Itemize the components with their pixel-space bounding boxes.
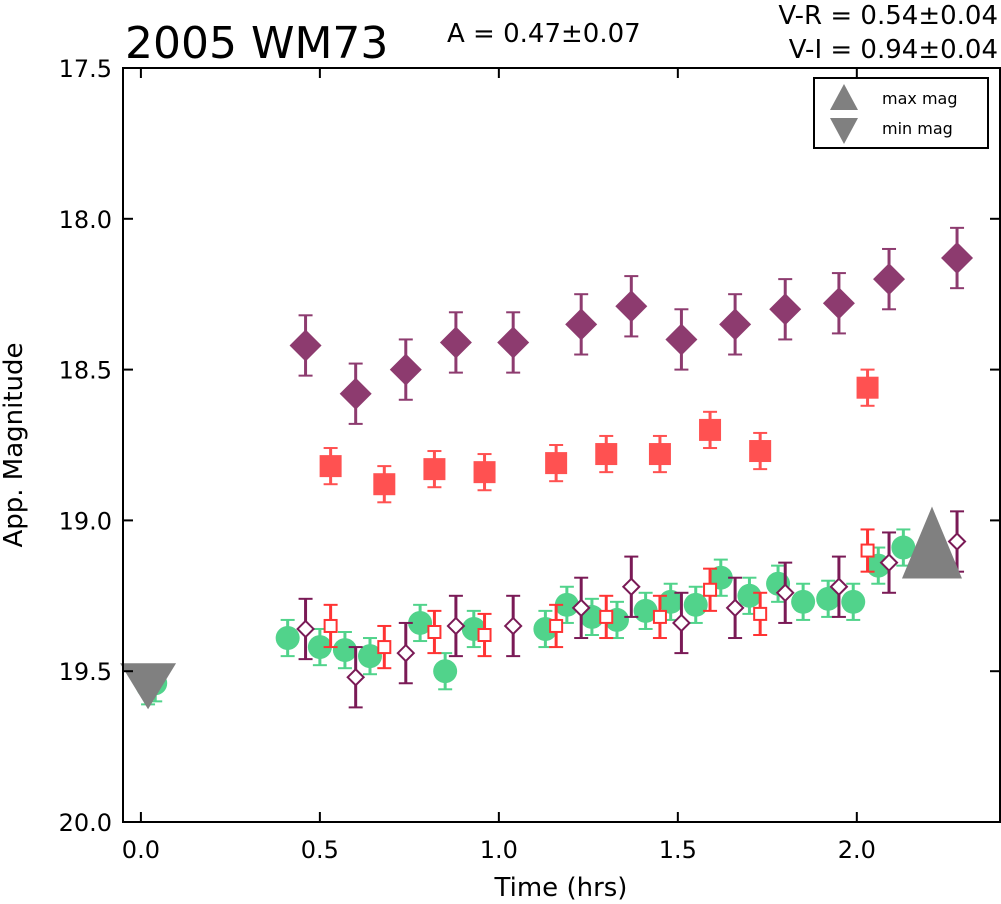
y-tick-label: 18.5 <box>59 357 112 385</box>
series-1 <box>319 368 879 504</box>
data-point <box>289 329 322 362</box>
data-point <box>296 619 315 639</box>
data-point <box>879 553 899 573</box>
chart-title: 2005 WM73 <box>125 18 388 69</box>
data-point <box>941 242 974 275</box>
data-point <box>856 376 879 399</box>
series-0 <box>289 226 974 425</box>
x-axis-label: Time (hrs) <box>494 873 628 903</box>
data-point <box>373 473 396 496</box>
data-point <box>615 290 648 323</box>
data-point <box>841 589 866 614</box>
data-point <box>737 583 762 608</box>
axis-ticks: 0.0 0.5 1.0 1.5 2.0 17.5 18.0 18.5 19.0 19.5 20.0 <box>59 55 1000 864</box>
data-point <box>947 532 967 551</box>
data-point <box>433 659 458 684</box>
v-i-annotation: V-I = 0.94±0.04 <box>789 35 998 65</box>
data-point <box>565 308 598 341</box>
x-tick-label: 2.0 <box>838 836 876 864</box>
data-point <box>307 635 332 660</box>
series-3 <box>323 528 875 670</box>
plot-frame <box>122 67 1001 823</box>
data-point <box>357 644 382 669</box>
y-tick-label: 19.0 <box>59 507 112 535</box>
data-point <box>599 609 614 624</box>
legend-label: max mag <box>882 89 958 108</box>
data-point <box>860 543 875 558</box>
data-point <box>719 308 752 341</box>
x-tick-label: 0.0 <box>122 836 160 864</box>
legend-marker-min <box>830 118 858 144</box>
data-point <box>873 263 906 296</box>
data-point <box>332 638 357 663</box>
series-6 <box>901 506 962 579</box>
series-2 <box>136 528 916 706</box>
data-point <box>549 618 564 633</box>
data-point <box>633 598 658 623</box>
data-point <box>339 377 372 410</box>
data-point <box>725 598 745 618</box>
data-point <box>891 535 916 560</box>
data-point <box>319 455 342 478</box>
data-point <box>396 643 416 663</box>
x-tick-label: 1.5 <box>659 836 697 864</box>
data-point <box>595 443 618 466</box>
data-point <box>699 418 722 441</box>
data-point <box>377 640 392 655</box>
plot-marks <box>120 226 974 710</box>
data-point <box>554 592 579 617</box>
y-tick-label: 18.0 <box>59 206 112 234</box>
amplitude-annotation: A = 0.47±0.07 <box>447 19 641 49</box>
data-point <box>753 606 768 621</box>
data-point <box>120 663 177 710</box>
data-point <box>275 626 300 651</box>
data-point <box>389 353 422 386</box>
data-point <box>477 628 492 643</box>
data-point <box>769 293 802 326</box>
data-point <box>822 287 855 320</box>
y-tick-label: 17.5 <box>59 55 112 83</box>
data-point <box>829 577 849 597</box>
data-point <box>791 589 816 614</box>
data-point <box>571 598 591 618</box>
x-tick-label: 0.5 <box>301 836 339 864</box>
data-point <box>323 618 338 633</box>
data-point <box>652 609 667 624</box>
data-point <box>648 443 671 466</box>
legend-label: min mag <box>882 119 953 138</box>
data-point <box>683 592 708 617</box>
data-point <box>473 461 496 484</box>
data-point <box>749 440 772 463</box>
data-point <box>427 624 442 639</box>
data-point <box>703 582 718 597</box>
legend: max mag min mag <box>813 77 989 149</box>
data-point <box>503 616 523 636</box>
series-5 <box>120 663 177 710</box>
data-point <box>816 586 841 611</box>
data-point <box>446 616 466 636</box>
data-point <box>621 577 641 597</box>
data-point <box>901 506 962 579</box>
data-point <box>497 326 530 359</box>
data-point <box>439 326 472 359</box>
data-point <box>672 613 691 633</box>
data-point <box>423 458 446 481</box>
legend-marker-max <box>830 84 858 110</box>
data-point <box>775 583 795 603</box>
data-point <box>665 323 698 356</box>
v-r-annotation: V-R = 0.54±0.04 <box>778 1 998 31</box>
y-axis-label: App. Magnitude <box>0 342 29 547</box>
y-tick-label: 19.5 <box>59 658 112 686</box>
data-point <box>545 452 568 475</box>
y-tick-label: 20.0 <box>59 809 112 837</box>
x-tick-label: 1.0 <box>480 836 518 864</box>
data-point <box>346 667 366 687</box>
series-4 <box>296 510 967 709</box>
data-point <box>408 610 433 635</box>
